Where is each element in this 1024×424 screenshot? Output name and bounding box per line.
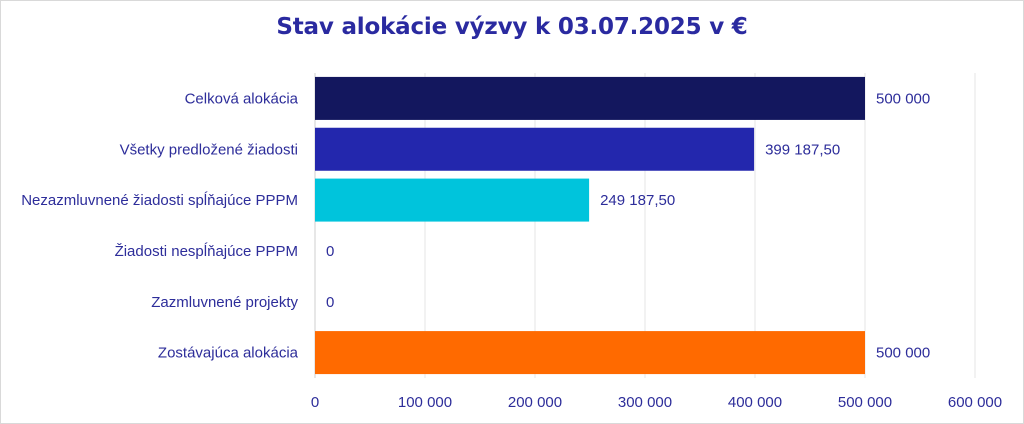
- category-label: Zostávajúca alokácia: [158, 345, 299, 362]
- value-label: 249 187,50: [600, 192, 675, 209]
- x-tick-labels: 0 100 000 200 000 300 000 400 000 500 000 600 …: [311, 394, 1002, 411]
- category-label: Všetky predložené žiadosti: [120, 141, 298, 158]
- x-tick-label: 200 000: [508, 394, 562, 411]
- value-label: 0: [326, 243, 334, 260]
- x-tick-label: 0: [311, 394, 319, 411]
- bar: [315, 127, 755, 171]
- x-tick-label: 600 000: [948, 394, 1002, 411]
- value-label: 500 000: [876, 90, 930, 107]
- value-label: 399 187,50: [765, 141, 840, 158]
- x-tick-label: 500 000: [838, 394, 892, 411]
- gridlines: [424, 73, 976, 378]
- x-tick-label: 300 000: [618, 394, 672, 411]
- chart-title: Stav alokácie výzvy k 03.07.2025 v €: [276, 14, 748, 40]
- bar: [315, 331, 865, 375]
- x-tick-label: 100 000: [398, 394, 452, 411]
- bar: [315, 178, 590, 222]
- value-label: 0: [326, 294, 334, 311]
- bar: [315, 76, 865, 120]
- category-label: Nezazmluvnené žiadosti spĺňajúce PPPM: [21, 191, 298, 209]
- category-label: Žiadosti nespĺňajúce PPPM: [115, 242, 298, 260]
- value-labels: 500 000 399 187,50 249 187,50 0 0 500 000: [326, 90, 930, 361]
- category-label: Zazmluvnené projekty: [151, 294, 298, 311]
- category-label: Celková alokácia: [185, 90, 299, 107]
- x-tick-label: 400 000: [728, 394, 782, 411]
- category-labels: Celková alokácia Všetky predložené žiados…: [21, 90, 298, 361]
- bars: [315, 76, 865, 375]
- value-label: 500 000: [876, 345, 930, 362]
